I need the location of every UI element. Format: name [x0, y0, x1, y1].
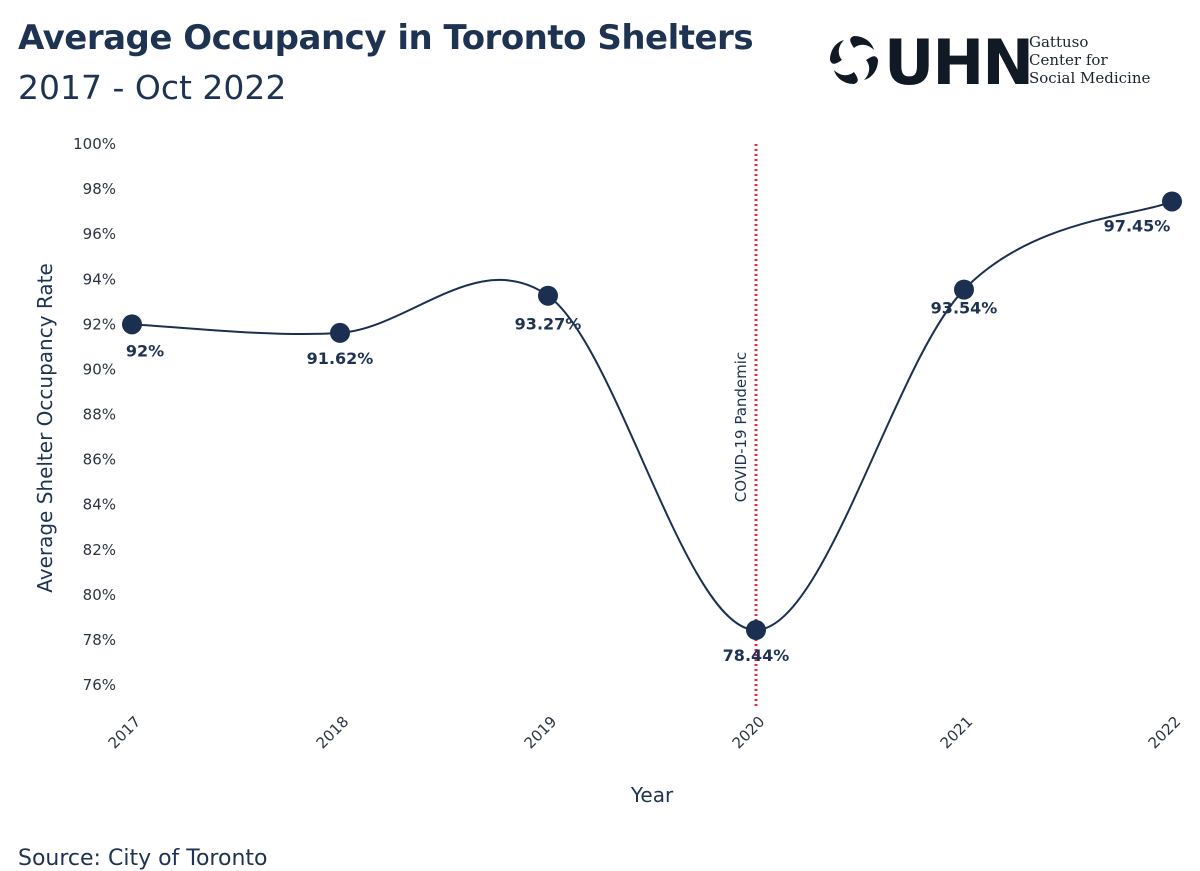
y-tick-label: 76% — [83, 676, 116, 694]
x-tick-label: 2020 — [729, 713, 769, 753]
y-tick-label: 82% — [83, 541, 116, 559]
y-tick-label: 92% — [83, 315, 116, 333]
y-tick-label: 90% — [83, 360, 116, 378]
x-tick-label: 2021 — [937, 713, 977, 753]
y-tick-label: 88% — [83, 406, 116, 424]
y-axis-title: Average Shelter Occupancy Rate — [33, 263, 57, 593]
data-label: 97.45% — [1104, 216, 1171, 235]
y-tick-label: 96% — [83, 225, 116, 243]
x-tick-label: 2017 — [105, 713, 145, 753]
data-markers — [122, 191, 1182, 640]
y-tick-label: 80% — [83, 586, 116, 604]
logo-subtext: Gattuso Center for Social Medicine — [1029, 33, 1150, 87]
data-point — [954, 279, 974, 300]
y-tick-label: 100% — [73, 135, 116, 153]
logo-wordmark: UHN — [884, 26, 1034, 99]
data-point — [122, 314, 142, 335]
y-tick-label: 78% — [83, 631, 116, 649]
data-point — [1162, 191, 1182, 212]
data-label: 93.54% — [931, 299, 998, 318]
logo-subtext-line: Gattuso — [1029, 33, 1089, 51]
x-tick-label: 2018 — [313, 713, 353, 753]
y-tick-label: 94% — [83, 270, 116, 288]
chart-subtitle: 2017 - Oct 2022 — [18, 68, 287, 107]
chart-title: Average Occupancy in Toronto Shelters — [18, 18, 754, 58]
x-tick-label: 2022 — [1145, 713, 1185, 753]
pandemic-label: COVID-19 Pandemic — [732, 352, 750, 502]
y-tick-label: 84% — [83, 496, 116, 514]
x-axis-title: Year — [630, 783, 674, 807]
y-axis-ticks: 76% 78% 80% 82% 84% 86% 88% 90% 92% 94% 96% 98% 100% — [73, 135, 116, 694]
y-tick-label: 98% — [83, 180, 116, 198]
x-tick-label: 2019 — [521, 713, 561, 753]
logo-subtext-line: Social Medicine — [1029, 69, 1151, 87]
source-note: Source: City of Toronto — [18, 846, 268, 871]
data-point — [330, 322, 350, 343]
x-axis-ticks: 2017 2018 2019 2020 2021 2022 — [105, 713, 1185, 753]
data-point — [538, 285, 558, 306]
logo-subtext-line: Center for — [1029, 51, 1108, 69]
data-point — [746, 619, 766, 640]
series-line — [131, 200, 1173, 632]
uhn-logo: UHN Gattuso Center for Social Medicine — [826, 24, 1166, 104]
data-label: 78.44% — [723, 646, 790, 665]
data-label: 92% — [126, 341, 164, 360]
data-labels: 92% 91.62% 93.27% 78.44% 93.54% 97.45% — [126, 216, 1170, 665]
data-label: 91.62% — [307, 349, 374, 368]
data-label: 93.27% — [515, 315, 582, 334]
y-tick-label: 86% — [83, 451, 116, 469]
uhn-swirl-icon — [830, 36, 878, 84]
pandemic-annotation: COVID-19 Pandemic — [732, 144, 758, 708]
